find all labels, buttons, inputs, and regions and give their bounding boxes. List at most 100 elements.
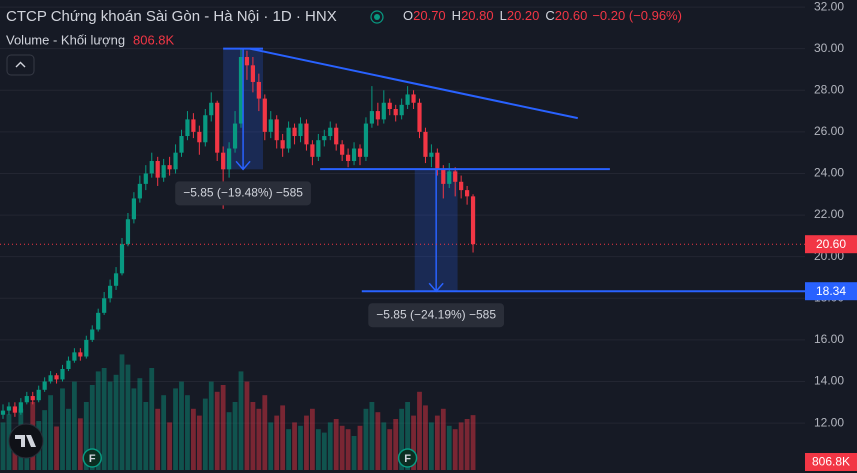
candle-body [161, 165, 166, 178]
volume-bar [60, 388, 65, 470]
candle-body [54, 375, 59, 380]
chart-title: CTCP Chứng khoán Sài Gòn - Hà Nội · 1D ·… [6, 8, 337, 25]
candle-body [96, 312, 101, 330]
candle-body [429, 152, 434, 157]
volume-bar [232, 402, 238, 470]
market-status [370, 10, 384, 24]
candle-body [179, 136, 184, 153]
candle-body [66, 360, 71, 369]
candle-body [167, 165, 172, 170]
volume-bar [0, 422, 6, 470]
candle-body [435, 152, 440, 170]
candle-body [453, 171, 458, 182]
candle-body [108, 285, 113, 299]
candle-body [185, 119, 190, 137]
volume-bar [411, 415, 416, 470]
candle-body [48, 375, 53, 382]
y-tick-label: 26.00 [814, 124, 844, 138]
collapse-icon [15, 61, 26, 68]
candle-body [143, 173, 148, 184]
candle-body [250, 65, 255, 82]
candle-body [274, 119, 279, 141]
measure-label-box [368, 303, 505, 328]
candle-body [465, 190, 470, 197]
volume-axis-label: 806.8K [812, 455, 850, 469]
candle-body [292, 127, 297, 137]
candle-body [340, 144, 345, 155]
candle-body [209, 102, 214, 116]
event-label: F [404, 453, 411, 465]
volume-bar [339, 425, 345, 470]
volume-bar [131, 388, 137, 470]
candle-body [280, 140, 285, 149]
candle-body [381, 102, 386, 120]
candle-body [102, 298, 107, 313]
candle-body [137, 183, 142, 199]
candle-body [221, 152, 226, 170]
candle-body [310, 144, 315, 157]
volume-bar [179, 381, 184, 470]
candle-body [375, 111, 380, 120]
candle-body [387, 102, 392, 109]
candle-body [232, 123, 238, 149]
volume-bar [298, 425, 303, 470]
volume-bar [191, 408, 196, 470]
volume-bar [381, 422, 387, 470]
volume-bar [214, 391, 220, 470]
candle-body [203, 115, 208, 143]
volume-bar [155, 408, 161, 470]
candle-body [470, 196, 476, 245]
ohlc-value: 20.80 [461, 8, 494, 23]
volume-bar [333, 419, 339, 470]
y-tick-label: 14.00 [814, 374, 844, 388]
volume-bar [345, 429, 351, 470]
volume-bar [89, 385, 95, 470]
measure-label-box [175, 181, 311, 206]
grid-layer [0, 6, 805, 424]
candle-body [42, 381, 47, 390]
volume-bar [286, 429, 291, 470]
measure-label: −5.85 (−24.19%) −585 [376, 307, 496, 321]
candle-body [215, 102, 220, 153]
volume-legend-value: 806.8K [133, 32, 175, 47]
collapse-button[interactable] [6, 54, 35, 76]
volume-bar [423, 405, 428, 470]
volume-axis-label-box [805, 453, 857, 471]
measure-arrowhead [235, 160, 251, 171]
volume-bar [202, 398, 208, 470]
candle-body [84, 339, 89, 357]
volume-bar [327, 422, 333, 470]
candle-body [244, 56, 250, 66]
candle-body [191, 119, 196, 132]
candle-body [322, 136, 327, 141]
drawing-layer: −5.85 (−19.48%) −585 −5.85 (−24.19%) −585… [0, 47, 805, 468]
candle-body [304, 123, 309, 145]
volume-bar [143, 402, 149, 470]
volume-bar [274, 415, 280, 470]
candle-body [262, 98, 267, 132]
volume-bar [244, 381, 250, 470]
volume-bar [369, 402, 375, 470]
volume-bar [393, 419, 399, 470]
volume-bar [310, 408, 315, 470]
candle-body [411, 94, 416, 103]
candle-body [18, 402, 23, 413]
candle-body [447, 171, 452, 184]
last-price-label-box [805, 235, 857, 254]
volume-bar [137, 378, 143, 470]
volume-bar [268, 422, 274, 470]
volume-bar [315, 429, 321, 470]
last-price-label: 20.60 [816, 237, 846, 251]
change-value: −0.20 (−0.96%) [592, 8, 682, 23]
price-axis: 12.0014.0016.0018.0020.0022.0024.0026.00… [805, 0, 857, 471]
measure-label: −5.85 (−19.48%) −585 [183, 185, 303, 199]
candle-body [12, 406, 17, 413]
trend-line [249, 47, 578, 120]
candle-body [334, 127, 339, 145]
candle-body [119, 244, 125, 274]
volume-bar [280, 405, 286, 470]
volume-bar [351, 436, 357, 470]
candle-body [328, 127, 333, 137]
